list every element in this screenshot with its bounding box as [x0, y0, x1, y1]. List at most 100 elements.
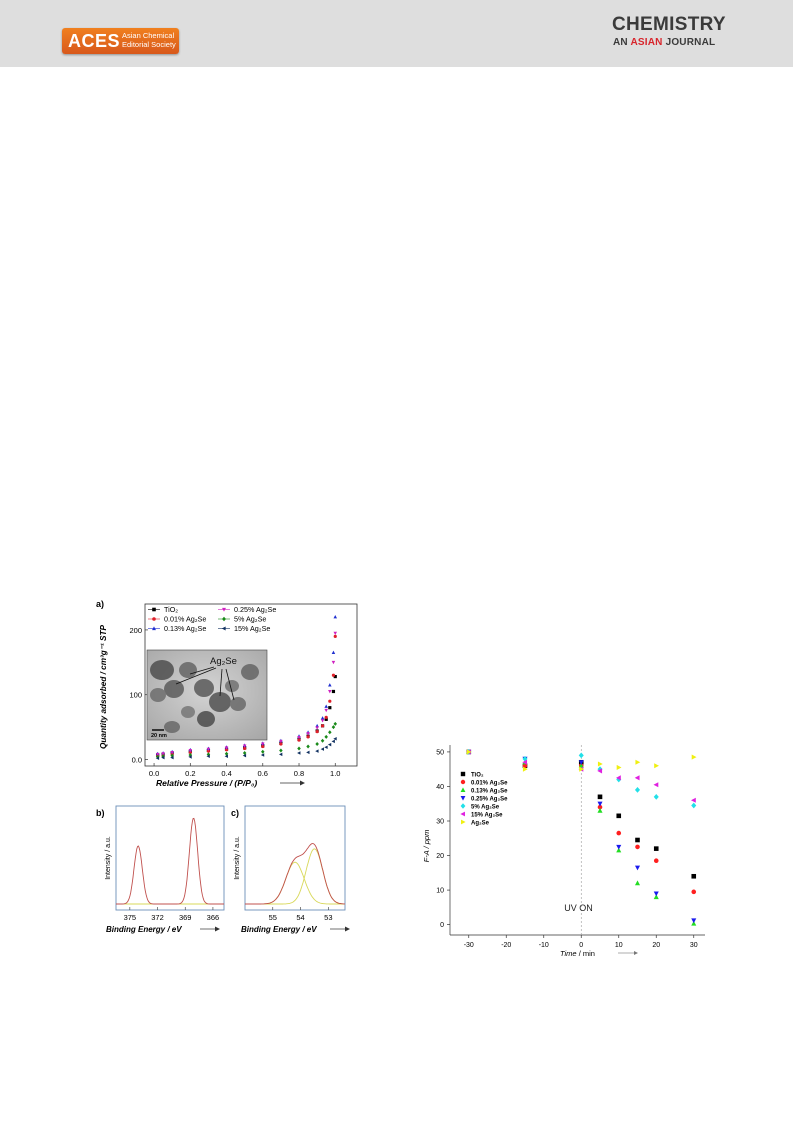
fa-point-series-2 — [616, 847, 622, 853]
fa-legend-marker — [460, 771, 466, 777]
figure-left: a) 0.0 100 200 0.0 0.2 0.4 0.6 0.8 1.0 Quantity… — [96, 599, 358, 934]
panel-b-x-tick-label: 369 — [179, 913, 192, 922]
fa-point-series-4 — [522, 755, 528, 762]
panel-c-x-ticks: 55 54 53 — [269, 907, 333, 922]
panel-c-envelope-curve — [245, 843, 345, 905]
fa-point-series-2 — [653, 894, 659, 900]
panel-b-x-tick-label: 372 — [151, 913, 164, 922]
panel-c-x-axis-label: Binding Energy / eV — [241, 925, 317, 934]
panel-a-point-series-4 — [315, 741, 319, 746]
panel-a-point-series-0 — [324, 717, 328, 721]
panel-a-point-series-4 — [279, 748, 283, 753]
panel-c-component-peak-1 — [245, 848, 345, 905]
panel-c-y-axis-label: Intensity / a.u. — [234, 836, 241, 880]
fa-point-series-4 — [691, 802, 697, 809]
panel-a-x-tick-label: 0.4 — [221, 769, 231, 778]
panel-a-point-series-4 — [188, 752, 193, 757]
fa-point-series-6 — [597, 761, 603, 767]
panel-a-point-series-5 — [327, 742, 332, 747]
panel-b-y-axis-label: Intensity / a.u. — [105, 836, 112, 880]
journal-logo[interactable]: CHEMISTRY AN ASIAN JOURNAL — [612, 14, 732, 54]
panel-c-component-peak-0 — [245, 861, 345, 905]
fa-point-series-4 — [578, 752, 584, 759]
panel-a-point-series-1 — [324, 715, 328, 719]
panel-a-point-series-5 — [224, 754, 228, 759]
fa-point-series-6 — [691, 754, 697, 760]
fa-point-series-5 — [653, 782, 659, 788]
panel-a-point-series-4 — [224, 751, 229, 756]
panel-a-point-series-1 — [297, 738, 301, 742]
fa-x-tick-label: -30 — [464, 942, 474, 949]
fa-point-series-5 — [634, 775, 640, 781]
panel-a-point-series-4 — [306, 744, 310, 749]
panel-a-x-tick-label: 0.8 — [294, 769, 304, 778]
fa-point-series-5 — [597, 768, 603, 774]
panel-a-point-series-4 — [324, 734, 328, 739]
aces-subtitle-line2: Editorial Society — [122, 39, 176, 49]
panel-a-legend-marker — [152, 626, 156, 631]
fa-y-tick-label: 40 — [436, 784, 444, 791]
panel-a-point-series-5 — [170, 755, 174, 760]
fa-x-axis-label-main: Time — [560, 949, 577, 958]
panel-a-point-series-3 — [297, 736, 301, 740]
panel-a-point-series-4 — [206, 752, 211, 757]
fa-y-tick-label: 10 — [436, 888, 444, 895]
fa-x-arrowhead — [634, 951, 638, 955]
aces-logo[interactable]: ACES Asian Chemical Editorial Society — [62, 28, 179, 54]
fa-point-series-3 — [691, 918, 697, 924]
panel-a-point-series-5 — [306, 750, 310, 755]
panel-a-point-series-4 — [328, 730, 332, 735]
fa-legend: TiO₂ 0.01% Ag₂Se 0.13% Ag₂Se 0.25% Ag₂Se 5% … — [460, 771, 508, 827]
fa-point-series-0 — [691, 873, 697, 879]
fa-point-series-2 — [597, 807, 603, 813]
fa-point-series-3 — [634, 865, 641, 871]
panel-a-point-series-3 — [242, 744, 247, 748]
fa-legend-label: 0.13% Ag₂Se — [471, 789, 508, 795]
fa-y-tick-label: 0 — [440, 922, 444, 929]
aces-subtitle-line1: Asian Chemical — [122, 31, 175, 40]
tem-inset: Ag₂Se 20 nm — [146, 649, 268, 741]
panel-a-point-series-5 — [324, 745, 328, 749]
panel-a-point-series-3 — [161, 752, 165, 756]
panel-c-frame — [244, 805, 346, 911]
panel-a-point-series-3 — [279, 739, 283, 744]
panel-a-point-series-2 — [333, 615, 338, 619]
panel-a-point-series-5 — [161, 755, 165, 760]
panel-a-point-series-1 — [320, 724, 325, 728]
tem-arrows — [175, 666, 235, 701]
fa-point-series-1 — [635, 844, 640, 850]
fa-x-tick-label: -20 — [501, 942, 511, 949]
fa-point-series-4 — [616, 776, 622, 783]
panel-a-point-series-1 — [328, 699, 332, 703]
panel-a-point-series-0 — [328, 706, 332, 710]
panel-a-point-series-5 — [297, 751, 301, 755]
fa-plot-area — [465, 749, 697, 926]
panel-a-point-series-1 — [279, 742, 283, 746]
panel-a-point-series-3 — [333, 631, 338, 636]
panel-c-x-tick-label: 53 — [324, 913, 332, 922]
panel-a-y-axis-label: Quantity adsorbed / cm³g⁻¹ STP — [99, 624, 108, 749]
panel-a-point-series-4 — [161, 754, 165, 759]
panel-b-x-tick-label: 366 — [207, 913, 220, 922]
fa-point-series-3 — [578, 760, 584, 766]
panel-a-point-series-2 — [328, 683, 332, 687]
panel-a-point-series-1 — [306, 735, 310, 739]
fa-legend-marker — [460, 811, 465, 817]
panel-a-legend-marker — [222, 616, 226, 622]
figure-right: 0 10 20 30 40 50 -30 -20 -10 0 10 20 30 UV ON F-A /… — [422, 745, 705, 958]
panel-a-point-series-3 — [320, 719, 325, 723]
panel-a-point-series-1 — [331, 673, 336, 677]
panel-a-point-series-4 — [333, 721, 338, 726]
panel-a-point-series-3 — [315, 726, 319, 730]
panel-a-x-tick-label: 0.0 — [149, 769, 159, 778]
panel-a-label: a) — [96, 599, 104, 609]
tem-particles — [150, 660, 259, 733]
panel-c-x-tick-label: 54 — [296, 913, 304, 922]
panel-a-point-series-4 — [320, 738, 325, 743]
panel-a-legend-label: 0.01% Ag₂Se — [164, 615, 206, 624]
panel-a-point-series-2 — [320, 716, 325, 720]
fa-point-series-6 — [466, 749, 472, 755]
journal-name-top: CHEMISTRY — [612, 14, 726, 35]
panel-a-point-series-3 — [224, 746, 229, 750]
fa-x-tick-label: 0 — [579, 942, 583, 949]
